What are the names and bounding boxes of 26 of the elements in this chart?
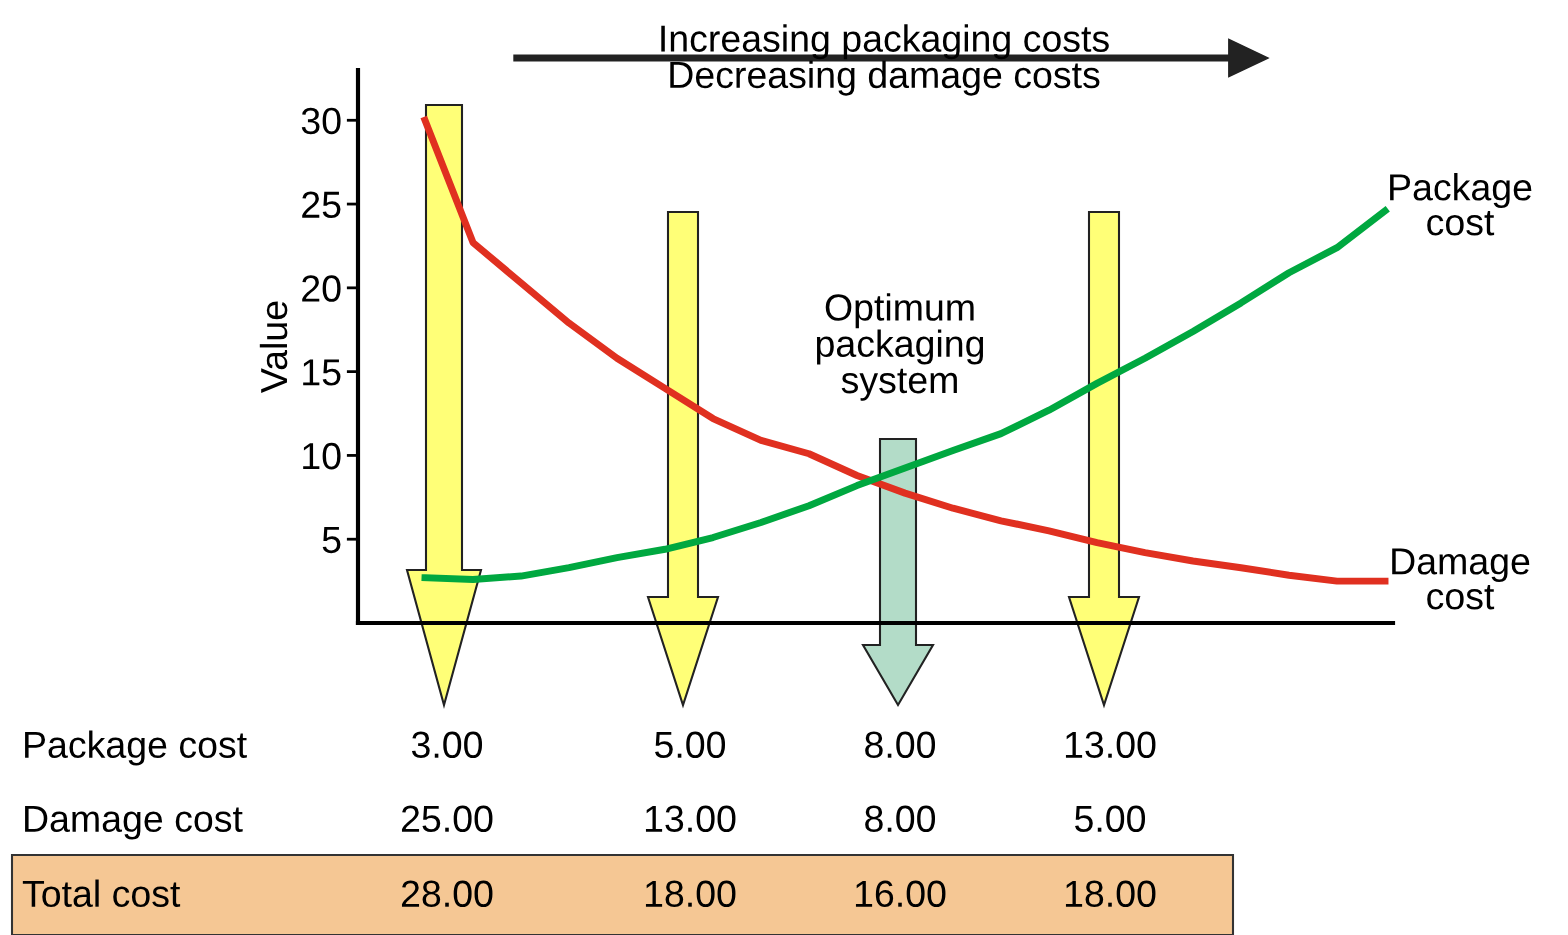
y-tick-label: 30 [301,107,341,135]
series-label: Damage cost [1392,548,1530,610]
y-tick-label: 15 [303,359,341,386]
text: 18.00 [645,880,736,908]
y-tick-label: 20 [302,275,341,302]
text: Package cost [25,730,247,766]
text: 28.00 [401,880,493,908]
y-axis-title: Value [259,301,288,393]
series-label: Package cost [1390,173,1532,236]
text: 5.00 [655,731,726,759]
text: 8.00 [865,805,936,833]
text: 16.00 [855,880,946,908]
text: Total cost [22,879,181,908]
y-tick-label: 10 [303,442,341,470]
text: 8.00 [865,731,936,759]
text: 3.00 [411,731,483,759]
text: Damage cost [25,805,243,840]
text: 18.00 [1065,880,1156,908]
text: 13.00 [1065,731,1156,759]
annotation: Increasing packaging costs Decreasing damage costs [661,24,1109,96]
y-tick-label: 25 [302,191,341,219]
text: 25.00 [401,805,493,833]
y-tick-label: 5 [322,527,341,554]
text: 13.00 [645,805,736,833]
text: 5.00 [1075,805,1146,833]
annotation: Optimum packaging system [816,293,984,401]
